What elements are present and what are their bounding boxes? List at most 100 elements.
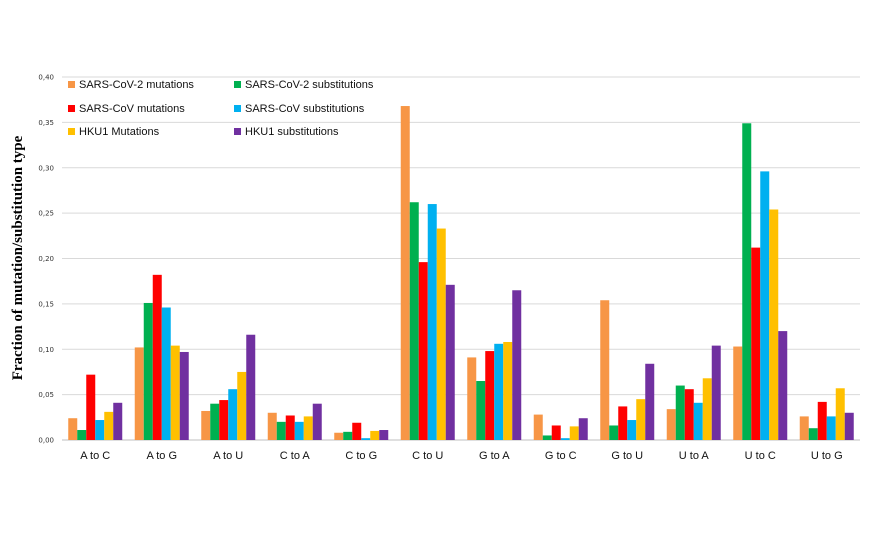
bar xyxy=(409,202,419,440)
bar xyxy=(143,302,153,440)
bar xyxy=(113,402,123,440)
y-tick-label: 0,30 xyxy=(38,164,54,172)
bar xyxy=(808,428,818,440)
legend-swatch xyxy=(234,81,241,88)
bar xyxy=(778,331,788,440)
bar xyxy=(427,204,437,440)
y-tick-label: 0,05 xyxy=(38,391,54,399)
bar xyxy=(370,430,380,440)
bar xyxy=(476,381,486,440)
bar xyxy=(134,347,144,440)
bar xyxy=(684,389,694,440)
bar xyxy=(826,416,836,440)
bar xyxy=(542,435,552,440)
bar xyxy=(418,262,428,440)
bar xyxy=(618,406,628,440)
x-category-label: G to U xyxy=(611,450,643,462)
legend-label: SARS-CoV-2 mutations xyxy=(79,79,194,91)
y-tick-label: 0,00 xyxy=(38,437,54,445)
x-category-label: A to C xyxy=(80,450,110,462)
bar xyxy=(267,412,277,440)
bar xyxy=(693,402,703,440)
bar xyxy=(835,388,845,440)
bar xyxy=(485,351,495,440)
bar xyxy=(445,284,455,440)
x-category-label: U to G xyxy=(811,450,843,462)
bar xyxy=(467,357,477,440)
bar xyxy=(578,418,588,440)
x-category-label: U to A xyxy=(679,450,710,462)
bar xyxy=(560,438,570,440)
legend: SARS-CoV-2 mutations SARS-CoV-2 substitut… xyxy=(68,79,374,138)
bar xyxy=(237,371,247,440)
bars xyxy=(68,106,854,440)
bar xyxy=(569,426,579,440)
x-category-label: G to C xyxy=(545,450,577,462)
bar xyxy=(512,290,522,440)
bar xyxy=(343,431,353,440)
x-axis-categories: A to C A to G A to U C to A C to G C to U G to… xyxy=(80,450,842,462)
y-axis-label: Fraction of mutation/substitution type xyxy=(10,135,26,380)
bar xyxy=(503,341,513,440)
legend-label: HKU1 substitutions xyxy=(245,126,339,138)
legend-label: SARS-CoV mutations xyxy=(79,103,185,115)
bar xyxy=(533,414,543,440)
x-category-label: G to A xyxy=(479,450,510,462)
bar xyxy=(334,432,344,440)
bar xyxy=(210,403,220,440)
legend-swatch xyxy=(68,81,75,88)
bar xyxy=(379,430,389,440)
bar xyxy=(600,300,610,440)
legend-swatch xyxy=(234,105,241,112)
bar xyxy=(751,247,761,440)
bar xyxy=(799,416,809,440)
bar xyxy=(817,401,827,440)
bar xyxy=(170,345,180,440)
bar xyxy=(77,430,87,440)
bar xyxy=(152,274,162,440)
x-category-label: C to A xyxy=(280,450,311,462)
y-tick-label: 0,25 xyxy=(38,210,54,218)
legend-swatch xyxy=(68,128,75,135)
bar xyxy=(104,411,114,440)
bar xyxy=(627,420,637,440)
bar xyxy=(609,425,619,440)
bar xyxy=(400,106,410,440)
bar xyxy=(179,351,189,440)
x-category-label: A to G xyxy=(146,450,177,462)
y-tick-label: 0,10 xyxy=(38,346,54,354)
bar xyxy=(201,410,211,440)
bar xyxy=(769,209,779,440)
bar xyxy=(352,422,362,440)
bar xyxy=(228,389,238,440)
bar xyxy=(844,412,854,440)
bar xyxy=(733,346,743,440)
bar xyxy=(760,171,770,440)
y-tick-label: 0,40 xyxy=(38,74,54,82)
legend-label: HKU1 Mutations xyxy=(79,126,160,138)
legend-label: SARS-CoV substitutions xyxy=(245,103,365,115)
bar xyxy=(675,385,685,440)
bar xyxy=(294,421,304,440)
bar xyxy=(219,400,229,440)
legend-swatch xyxy=(234,128,241,135)
bar xyxy=(246,334,256,440)
bar xyxy=(645,363,655,440)
bar xyxy=(742,123,752,440)
legend-swatch xyxy=(68,105,75,112)
legend-label: SARS-CoV-2 substitutions xyxy=(245,79,374,91)
bar xyxy=(636,399,646,440)
bar xyxy=(711,345,721,440)
bar xyxy=(276,421,286,440)
bar xyxy=(285,415,295,440)
y-tick-label: 0,35 xyxy=(38,119,54,127)
bar xyxy=(95,420,105,440)
x-category-label: U to C xyxy=(745,450,776,462)
bar xyxy=(161,307,171,440)
bar xyxy=(86,374,96,440)
bar xyxy=(436,228,446,440)
bar xyxy=(494,343,504,440)
x-category-label: C to G xyxy=(345,450,377,462)
